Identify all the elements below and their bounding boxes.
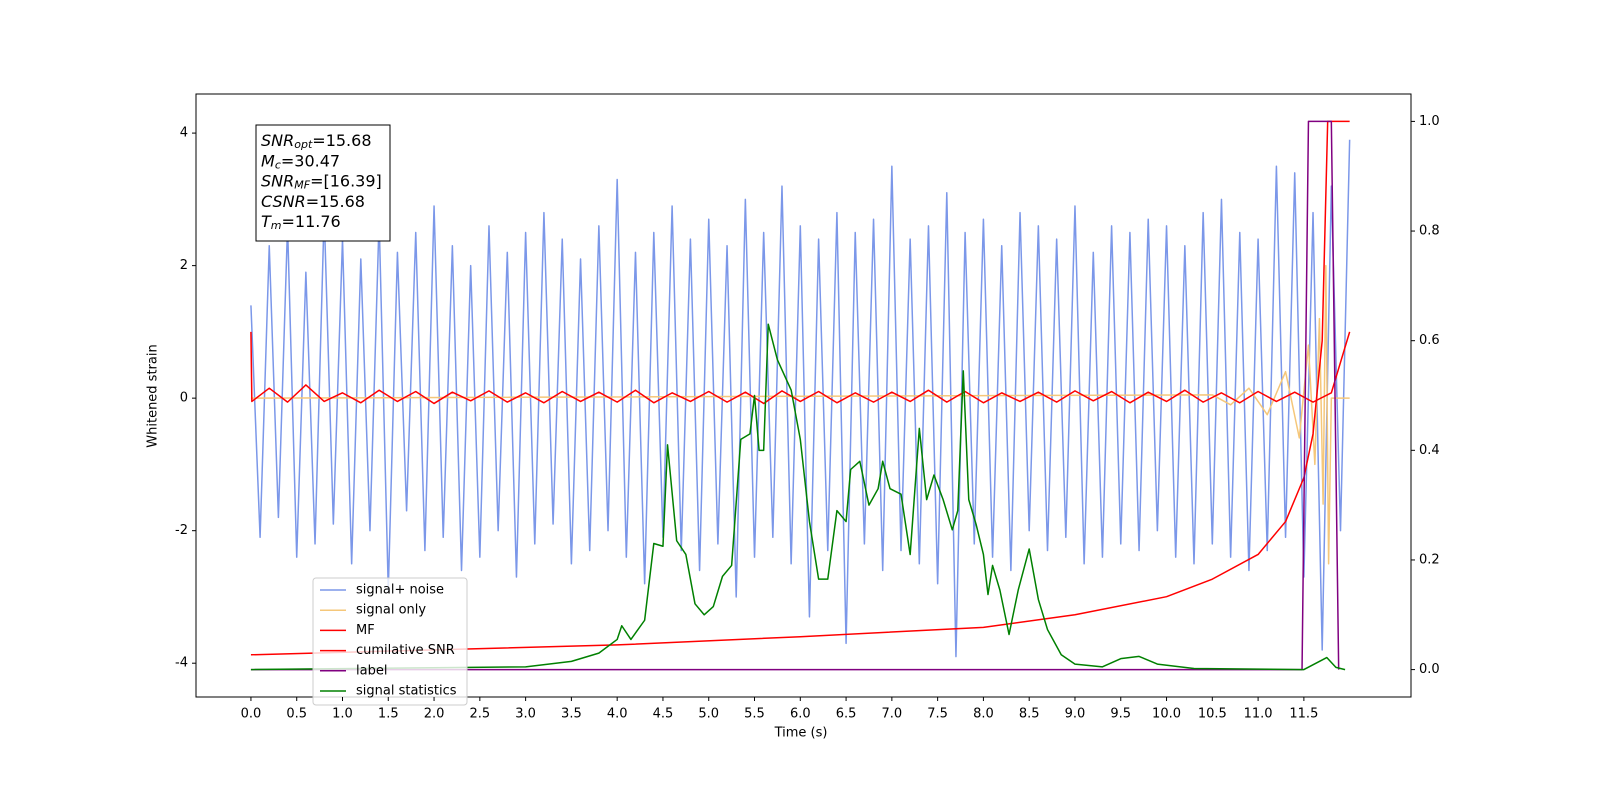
annotation-frame (255, 124, 391, 242)
x-tick-label: 1.5 (378, 707, 399, 722)
legend-frame (312, 577, 468, 706)
series-line (250, 120, 1350, 656)
x-tick-label: 3.5 (561, 707, 582, 722)
annotation-subscript: c (275, 158, 281, 171)
x-tick-label: 8.0 (973, 707, 994, 722)
series-line (250, 264, 1350, 565)
x-tick-label: 5.0 (698, 707, 719, 722)
annotation-line: CSNR=15.68 (261, 191, 365, 210)
y-tick-label: 0 (180, 391, 188, 406)
y-tick-label: -2 (175, 523, 188, 538)
legend: signal+ noise signal only MF cumilative SNR… (312, 577, 468, 706)
x-tick-label: 11.5 (1289, 707, 1318, 722)
legend-label: signal only (356, 603, 426, 618)
x-tick-label: 4.5 (653, 707, 674, 722)
legend-label: signal+ noise (356, 583, 444, 598)
annotation-subscript: m (271, 219, 282, 232)
series-line (250, 323, 1346, 671)
annotation-symbol: M (261, 151, 275, 170)
annotation-text: =[16.39] (310, 171, 382, 190)
x-tick-label: 9.0 (1065, 707, 1086, 722)
x-tick-label: 1.0 (332, 707, 353, 722)
y2-tick-label: 1.0 (1419, 114, 1440, 129)
x-axis-label: Time (s) (774, 726, 828, 741)
axes-frame (195, 93, 1412, 698)
y2-tick-label: 0.0 (1419, 662, 1440, 677)
x-tick-label: 4.0 (607, 707, 628, 722)
annotation-subscript: opt (294, 138, 313, 151)
annotation-line: SNRMF=[16.39] (261, 171, 382, 192)
annotation-symbol: SNR (261, 171, 294, 190)
annotation-subscript: MF (294, 179, 310, 192)
legend-label: MF (356, 623, 375, 638)
y-axis-label: Whitened strain (146, 344, 161, 447)
x-tick-label: 8.5 (1019, 707, 1040, 722)
x-tick-label: 7.0 (882, 707, 903, 722)
x-tick-label: 3.0 (515, 707, 536, 722)
y-tick-label: 4 (180, 126, 188, 141)
series-line (250, 331, 1351, 405)
x-tick-label: 9.5 (1110, 707, 1131, 722)
x-tick-label: 10.0 (1152, 707, 1181, 722)
annotation-text: =30.47 (281, 151, 340, 170)
series-line (250, 139, 1351, 658)
legend-label: label (356, 663, 387, 678)
x-tick-label: 10.5 (1198, 707, 1227, 722)
x-tick-label: 2.5 (469, 707, 490, 722)
annotation-line: Tm=11.76 (261, 212, 341, 233)
annotation-text: =15.68 (306, 191, 365, 210)
x-tick-label: 2.0 (424, 707, 445, 722)
x-tick-label: 5.5 (744, 707, 765, 722)
series-line (250, 120, 1340, 671)
x-tick-label: 11.0 (1244, 707, 1273, 722)
annotation-symbol: CSNR (261, 191, 306, 210)
y2-tick-label: 0.6 (1419, 333, 1440, 348)
y-tick-label: -4 (175, 656, 188, 671)
plot-area (250, 120, 1351, 671)
x-tick-label: 6.0 (790, 707, 811, 722)
annotation-symbol: T (261, 212, 272, 231)
x-tick-label: 7.5 (927, 707, 948, 722)
y-tick-label: 2 (180, 258, 188, 273)
legend-label: cumilative SNR (356, 643, 455, 658)
annotation-line: SNRopt=15.68 (261, 131, 372, 152)
y2-tick-label: 0.8 (1419, 224, 1440, 239)
y2-tick-label: 0.4 (1419, 443, 1440, 458)
y2-tick-label: 0.2 (1419, 552, 1440, 567)
annotation-box: SNRopt=15.68Mc=30.47SNRMF=[16.39]CSNR=15… (255, 124, 391, 242)
legend-label: signal statistics (356, 684, 457, 699)
annotation-text: =15.68 (312, 131, 371, 150)
annotation-line: Mc=30.47 (261, 151, 340, 172)
annotation-text: =11.76 (282, 212, 341, 231)
annotation-symbol: SNR (261, 131, 294, 150)
x-tick-label: 0.0 (241, 707, 262, 722)
x-tick-label: 6.5 (836, 707, 857, 722)
x-tick-label: 0.5 (286, 707, 307, 722)
